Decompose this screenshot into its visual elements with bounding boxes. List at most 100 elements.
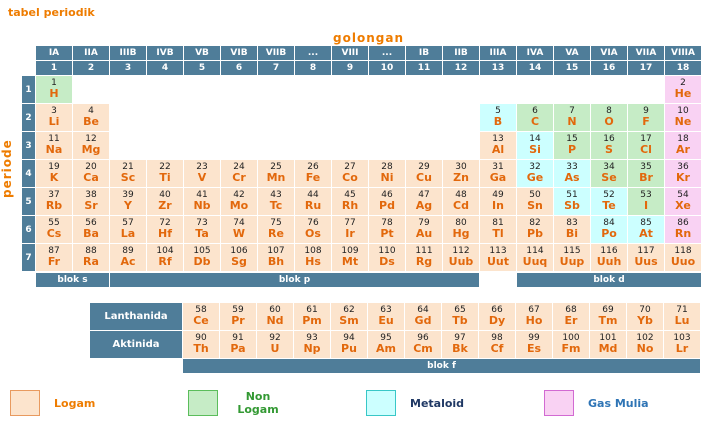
element-At[interactable]: 85 At xyxy=(628,216,664,243)
element-Pb[interactable]: 82 Pb xyxy=(517,216,553,243)
element-Ca[interactable]: 20 Ca xyxy=(73,160,109,187)
element-Sb[interactable]: 51 Sb xyxy=(554,188,590,215)
element-Ra[interactable]: 88 Ra xyxy=(73,244,109,271)
element-Rb[interactable]: 37 Rb xyxy=(36,188,72,215)
element-Am[interactable]: 95 Am xyxy=(368,331,404,358)
element-Hg[interactable]: 80 Hg xyxy=(443,216,479,243)
element-Rn[interactable]: 86 Rn xyxy=(665,216,701,243)
element-Uub[interactable]: 112 Uub xyxy=(443,244,479,271)
element-Kr[interactable]: 36 Kr xyxy=(665,160,701,187)
element-Nd[interactable]: 60 Nd xyxy=(257,303,293,330)
element-Xe[interactable]: 54 Xe xyxy=(665,188,701,215)
element-Uup[interactable]: 115 Uup xyxy=(554,244,590,271)
element-Ac[interactable]: 89 Ac xyxy=(110,244,146,271)
element-Sm[interactable]: 62 Sm xyxy=(331,303,367,330)
element-Si[interactable]: 14 Si xyxy=(517,132,553,159)
element-Be[interactable]: 4 Be xyxy=(73,104,109,131)
element-Pt[interactable]: 78 Pt xyxy=(369,216,405,243)
element-Au[interactable]: 79 Au xyxy=(406,216,442,243)
element-Bh[interactable]: 107 Bh xyxy=(258,244,294,271)
element-Bk[interactable]: 97 Bk xyxy=(442,331,478,358)
element-No[interactable]: 102 No xyxy=(627,331,663,358)
element-Bi[interactable]: 83 Bi xyxy=(554,216,590,243)
element-Al[interactable]: 13 Al xyxy=(480,132,516,159)
element-Np[interactable]: 93 Np xyxy=(294,331,330,358)
element-Sr[interactable]: 38 Sr xyxy=(73,188,109,215)
element-Na[interactable]: 11 Na xyxy=(36,132,72,159)
element-Li[interactable]: 3 Li xyxy=(36,104,72,131)
element-Cl[interactable]: 17 Cl xyxy=(628,132,664,159)
element-Ag[interactable]: 47 Ag xyxy=(406,188,442,215)
element-Cd[interactable]: 48 Cd xyxy=(443,188,479,215)
element-Ti[interactable]: 22 Ti xyxy=(147,160,183,187)
element-As[interactable]: 33 As xyxy=(554,160,590,187)
element-Lu[interactable]: 71 Lu xyxy=(664,303,700,330)
element-Tc[interactable]: 43 Tc xyxy=(258,188,294,215)
element-Fe[interactable]: 26 Fe xyxy=(295,160,331,187)
element-Cs[interactable]: 55 Cs xyxy=(36,216,72,243)
element-Tl[interactable]: 81 Tl xyxy=(480,216,516,243)
element-Rh[interactable]: 45 Rh xyxy=(332,188,368,215)
element-U[interactable]: 92 U xyxy=(257,331,293,358)
element-P[interactable]: 15 P xyxy=(554,132,590,159)
element-Tb[interactable]: 65 Tb xyxy=(442,303,478,330)
element-Pr[interactable]: 59 Pr xyxy=(220,303,256,330)
element-Dy[interactable]: 66 Dy xyxy=(479,303,515,330)
element-Tm[interactable]: 69 Tm xyxy=(590,303,626,330)
element-He[interactable]: 2 He xyxy=(665,76,701,103)
element-Cr[interactable]: 24 Cr xyxy=(221,160,257,187)
element-Mn[interactable]: 25 Mn xyxy=(258,160,294,187)
element-Pu[interactable]: 94 Pu xyxy=(331,331,367,358)
element-Db[interactable]: 105 Db xyxy=(184,244,220,271)
element-Fm[interactable]: 100 Fm xyxy=(553,331,589,358)
element-Th[interactable]: 90 Th xyxy=(183,331,219,358)
element-Es[interactable]: 99 Es xyxy=(516,331,552,358)
element-Uuo[interactable]: 118 Uuo xyxy=(665,244,701,271)
element-Eu[interactable]: 63 Eu xyxy=(368,303,404,330)
element-Rg[interactable]: 111 Rg xyxy=(406,244,442,271)
element-Mt[interactable]: 109 Mt xyxy=(332,244,368,271)
element-Md[interactable]: 101 Md xyxy=(590,331,626,358)
element-Sg[interactable]: 106 Sg xyxy=(221,244,257,271)
element-K[interactable]: 19 K xyxy=(36,160,72,187)
element-Er[interactable]: 68 Er xyxy=(553,303,589,330)
element-Y[interactable]: 39 Y xyxy=(110,188,146,215)
element-W[interactable]: 74 W xyxy=(221,216,257,243)
element-Hs[interactable]: 108 Hs xyxy=(295,244,331,271)
element-Uuh[interactable]: 116 Uuh xyxy=(591,244,627,271)
element-S[interactable]: 16 S xyxy=(591,132,627,159)
element-V[interactable]: 23 V xyxy=(184,160,220,187)
element-Mg[interactable]: 12 Mg xyxy=(73,132,109,159)
element-Mo[interactable]: 42 Mo xyxy=(221,188,257,215)
element-I[interactable]: 53 I xyxy=(628,188,664,215)
element-Pd[interactable]: 46 Pd xyxy=(369,188,405,215)
element-Gd[interactable]: 64 Gd xyxy=(405,303,441,330)
element-Ga[interactable]: 31 Ga xyxy=(480,160,516,187)
element-Zn[interactable]: 30 Zn xyxy=(443,160,479,187)
element-Uus[interactable]: 117 Uus xyxy=(628,244,664,271)
element-Yb[interactable]: 70 Yb xyxy=(627,303,663,330)
element-In[interactable]: 49 In xyxy=(480,188,516,215)
element-Fr[interactable]: 87 Fr xyxy=(36,244,72,271)
element-Co[interactable]: 27 Co xyxy=(332,160,368,187)
element-Lr[interactable]: 103 Lr xyxy=(664,331,700,358)
element-Ta[interactable]: 73 Ta xyxy=(184,216,220,243)
element-Br[interactable]: 35 Br xyxy=(628,160,664,187)
element-Uut[interactable]: 113 Uut xyxy=(480,244,516,271)
element-Ce[interactable]: 58 Ce xyxy=(183,303,219,330)
element-Cm[interactable]: 96 Cm xyxy=(405,331,441,358)
element-Pa[interactable]: 91 Pa xyxy=(220,331,256,358)
element-Ds[interactable]: 110 Ds xyxy=(369,244,405,271)
element-Re[interactable]: 75 Re xyxy=(258,216,294,243)
element-Ba[interactable]: 56 Ba xyxy=(73,216,109,243)
element-Sc[interactable]: 21 Sc xyxy=(110,160,146,187)
element-Hf[interactable]: 72 Hf xyxy=(147,216,183,243)
element-Os[interactable]: 76 Os xyxy=(295,216,331,243)
element-Te[interactable]: 52 Te xyxy=(591,188,627,215)
element-Uuq[interactable]: 114 Uuq xyxy=(517,244,553,271)
element-Ne[interactable]: 10 Ne xyxy=(665,104,701,131)
